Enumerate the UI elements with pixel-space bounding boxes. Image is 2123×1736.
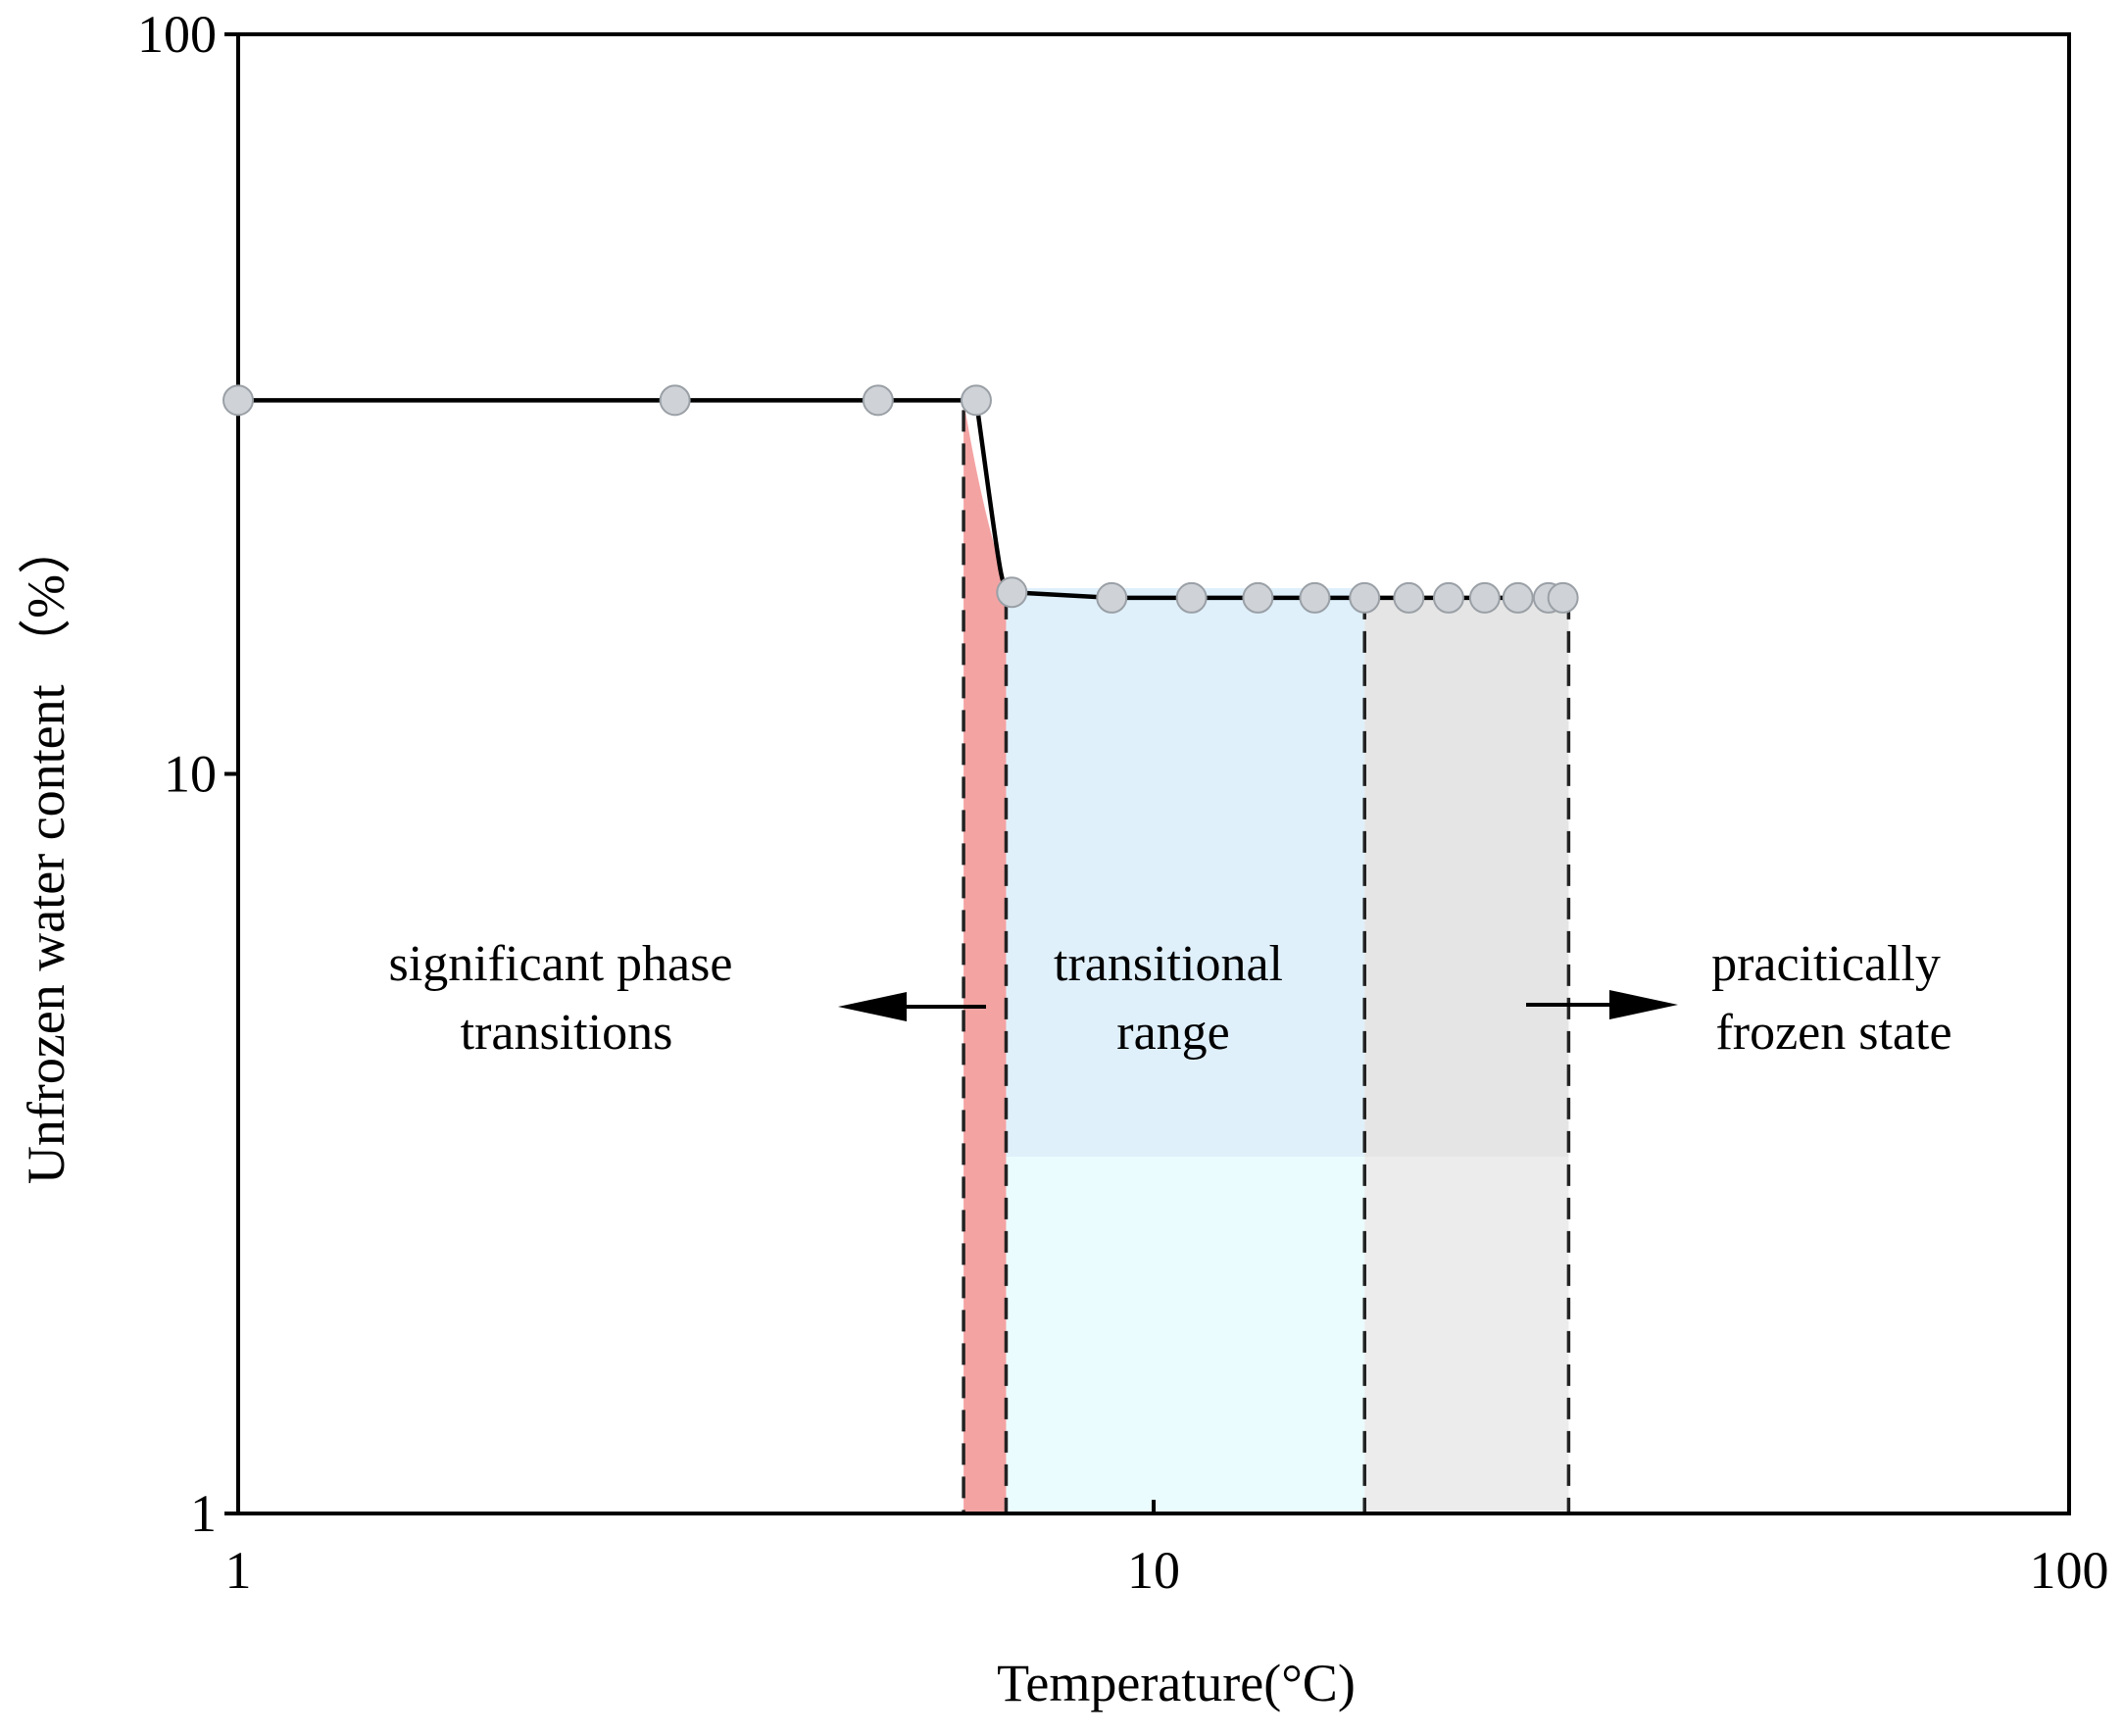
region-transitional-lower <box>1006 1157 1365 1513</box>
data-point <box>1096 581 1128 614</box>
y-axis-title: Unfrozen water content （%） <box>17 521 75 1184</box>
data-point <box>1299 581 1331 614</box>
x-tick-label: 100 <box>2030 1541 2109 1600</box>
data-series <box>238 398 1563 601</box>
data-point <box>1547 581 1579 614</box>
annotation-frozen-line2: frozen state <box>1715 1005 1951 1061</box>
data-point <box>1432 581 1464 614</box>
data-point <box>222 384 254 417</box>
data-point <box>862 384 894 417</box>
data-point <box>1393 581 1425 614</box>
region-significant-phase <box>963 400 1007 1513</box>
region-frozen-upper <box>1364 597 1569 1157</box>
x-tick-label: 10 <box>1127 1541 1180 1600</box>
y-tick-label: 100 <box>137 5 217 64</box>
data-point <box>659 384 691 417</box>
data-point <box>996 576 1028 609</box>
data-point <box>1175 581 1208 614</box>
plot-frame <box>224 32 2071 1515</box>
tick-labels: 1 10 100 1 10 100 <box>137 5 2109 1600</box>
y-tick-label: 1 <box>190 1484 217 1543</box>
series-line <box>238 398 1563 601</box>
data-point <box>1468 581 1501 614</box>
arrow-left-icon <box>838 992 986 1021</box>
data-point <box>1502 581 1534 614</box>
annotation-significant-line1: significant phase <box>389 936 733 992</box>
shaded-regions <box>963 400 1569 1513</box>
annotation-frozen-line1: pracitically <box>1711 936 1941 992</box>
region-boundaries <box>962 410 1571 1513</box>
y-tick-label: 10 <box>164 745 217 804</box>
region-frozen-lower <box>1364 1157 1569 1513</box>
data-point <box>1242 581 1274 614</box>
data-point <box>960 384 992 417</box>
x-tick-label: 1 <box>225 1541 252 1600</box>
arrow-right-icon <box>1526 990 1678 1019</box>
data-point <box>1349 581 1381 614</box>
annotation-transitional-line1: transitional <box>1054 936 1283 992</box>
annotation-transitional-line2: range <box>1116 1005 1229 1061</box>
region-transitional-upper <box>1006 587 1365 1157</box>
x-axis-title: Temperature(°C) <box>997 1654 1356 1712</box>
annotation-significant-line2: transitions <box>461 1005 673 1061</box>
data-markers <box>222 384 1579 614</box>
